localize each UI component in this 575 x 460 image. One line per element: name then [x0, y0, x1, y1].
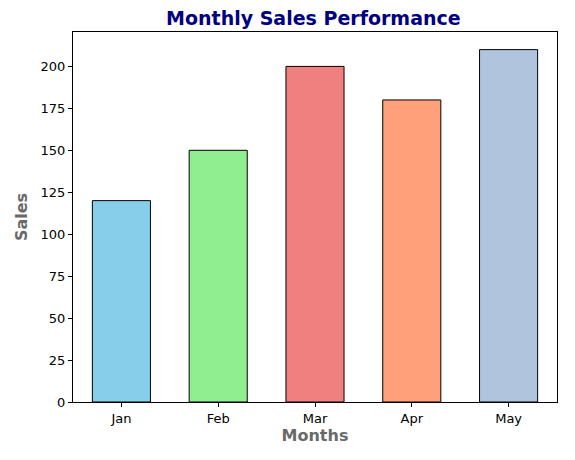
svg-text:200: 200 — [41, 59, 66, 74]
svg-text:Months: Months — [282, 426, 349, 445]
svg-text:100: 100 — [41, 227, 66, 242]
svg-text:Jan: Jan — [110, 411, 131, 426]
svg-text:25: 25 — [49, 353, 66, 368]
svg-text:Mar: Mar — [303, 411, 328, 426]
svg-text:Apr: Apr — [401, 411, 424, 426]
svg-text:May: May — [495, 411, 522, 426]
svg-text:175: 175 — [41, 101, 66, 116]
svg-text:75: 75 — [49, 269, 66, 284]
svg-text:150: 150 — [41, 143, 66, 158]
svg-text:50: 50 — [49, 311, 66, 326]
svg-text:0: 0 — [57, 395, 65, 410]
svg-text:Feb: Feb — [207, 411, 230, 426]
svg-text:125: 125 — [41, 185, 66, 200]
svg-text:Sales: Sales — [12, 193, 31, 241]
svg-text:Monthly Sales Performance: Monthly Sales Performance — [166, 7, 461, 29]
